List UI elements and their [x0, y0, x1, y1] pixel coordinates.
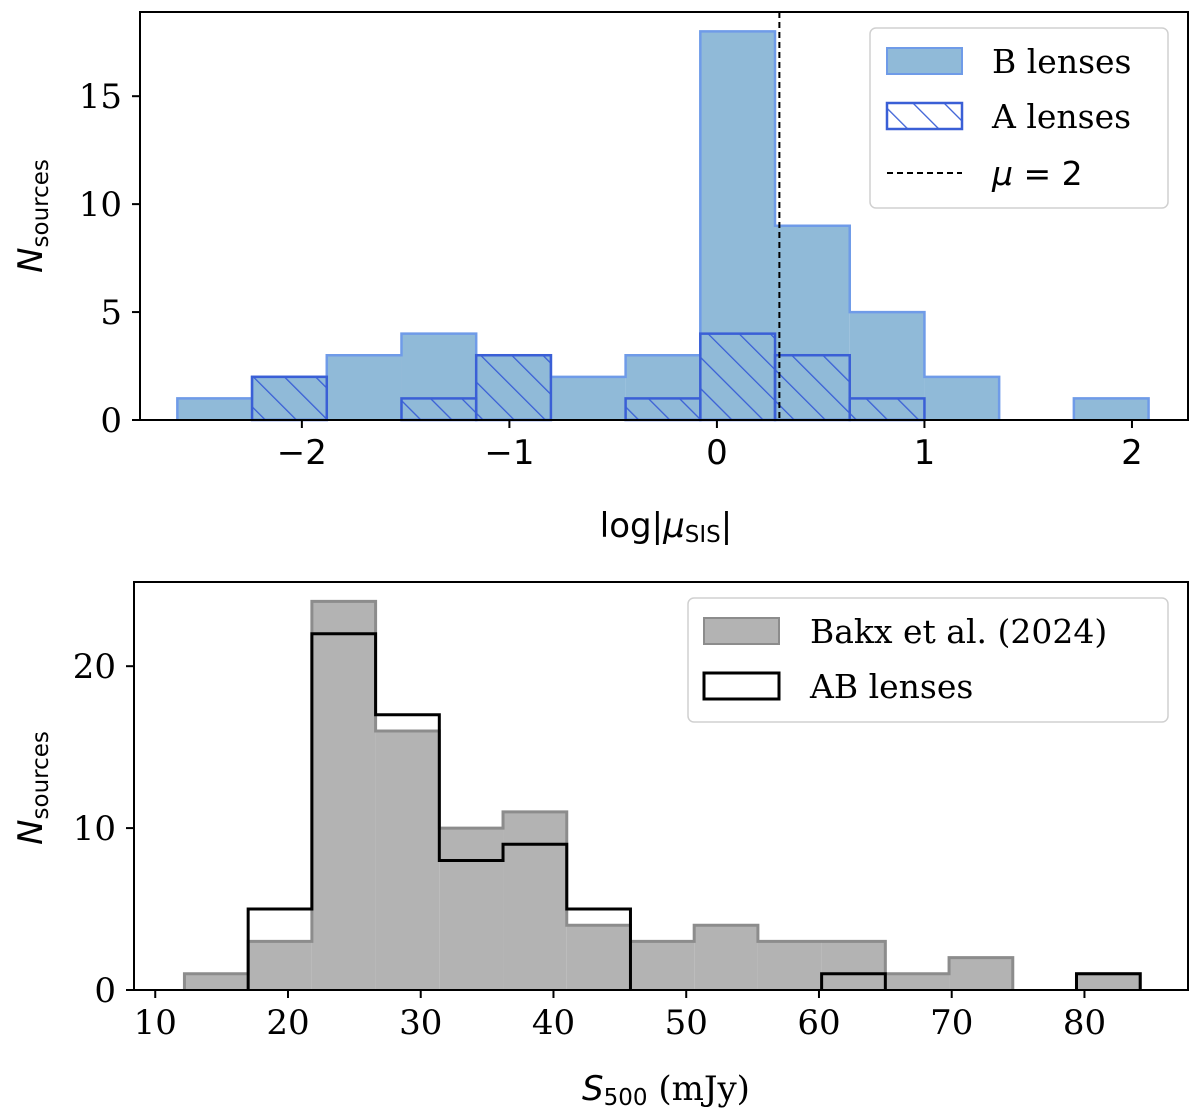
top-y-axis-label: Nsources	[11, 159, 54, 273]
y-tick-label: 15	[79, 77, 122, 117]
y-tick-label: 20	[73, 647, 116, 687]
x-tick-label: 70	[930, 1003, 973, 1043]
bakx-bar	[757, 941, 822, 990]
bottom-histogram-panel: 10 20 30 40 50 60 70 80 0 10 20 S500 (mJy) Nsourc…	[11, 581, 1189, 1111]
bakx-bar	[248, 941, 312, 990]
x-tick-label: −2	[277, 433, 327, 473]
top-x-axis-label: log|μSIS|	[600, 506, 732, 548]
x-tick-label: 50	[665, 1003, 708, 1043]
x-tick-label: 1	[914, 433, 936, 473]
bakx-bar	[439, 828, 504, 990]
b-lenses-bar	[1073, 398, 1149, 420]
bakx-bar	[566, 925, 631, 990]
b-lenses-bar	[924, 376, 1000, 420]
legend-label-a-lenses: A lenses	[991, 97, 1131, 136]
bottom-x-axis-label: S500 (mJy)	[582, 1069, 750, 1111]
legend-swatch-bakx	[703, 617, 780, 645]
bottom-y-ticks: 0 10 20	[73, 647, 134, 1011]
a-lenses-bar	[699, 332, 777, 422]
top-axes-frame	[139, 11, 1189, 421]
y-tick-label: 5	[100, 293, 122, 333]
x-tick-label: −1	[484, 433, 534, 473]
legend-label-bakx: Bakx et al. (2024)	[810, 612, 1107, 651]
bottom-x-ticks: 10 20 30 40 50 60 70 80	[134, 990, 1106, 1043]
legend-swatch-b-lenses	[886, 47, 963, 75]
bottom-y-axis-label: Nsources	[11, 731, 54, 845]
bakx-bar	[885, 973, 950, 990]
bakx-bar	[184, 973, 249, 990]
y-tick-label: 0	[100, 401, 122, 441]
b-lenses-bar	[326, 355, 402, 420]
top-legend: B lenses A lenses μ = 2	[869, 27, 1169, 209]
a-lenses-bar	[773, 353, 851, 422]
a-lenses-bar	[250, 375, 329, 422]
x-tick-label: 60	[797, 1003, 840, 1043]
x-tick-label: 0	[706, 433, 728, 473]
legend-label-mu-line: μ = 2	[991, 154, 1083, 193]
bakx-2024-bars	[182, 599, 1142, 990]
x-tick-label: 40	[532, 1003, 575, 1043]
a-lenses-bar	[848, 397, 926, 422]
legend-label-ab-lenses: AB lenses	[809, 667, 973, 706]
bottom-legend-box	[687, 597, 1169, 723]
ab-lenses-step-outline	[246, 632, 1142, 990]
a-lenses-bar	[474, 353, 553, 422]
legend-swatch-a-lenses	[885, 101, 964, 131]
bakx-bar	[503, 811, 567, 990]
bottom-axes-frame	[133, 581, 1189, 991]
y-tick-label: 10	[73, 809, 116, 849]
bakx-bar	[630, 941, 695, 990]
bakx-bar	[311, 601, 376, 990]
a-lenses-bar	[624, 397, 702, 422]
bakx-bar	[375, 730, 440, 990]
b-lenses-bar	[550, 376, 626, 420]
x-tick-label: 20	[266, 1003, 309, 1043]
x-tick-label: 80	[1063, 1003, 1106, 1043]
top-y-ticks: 0 5 10 15	[79, 77, 140, 441]
b-lenses-bar	[177, 398, 253, 420]
y-tick-label: 10	[79, 185, 122, 225]
bottom-legend: Bakx et al. (2024) AB lenses	[687, 597, 1169, 723]
legend-label-b-lenses: B lenses	[992, 42, 1131, 81]
bakx-bar	[821, 941, 886, 990]
top-x-ticks: −2 −1 0 1 2	[277, 420, 1143, 473]
top-histogram-panel: −2 −1 0 1 2 0 5 10 15 log|μSIS| Nsources B lens…	[11, 11, 1189, 548]
bakx-bar	[1076, 973, 1141, 990]
bakx-bar	[949, 957, 1013, 990]
y-tick-label: 0	[94, 971, 116, 1011]
a-lenses-bar	[400, 397, 478, 422]
bakx-bar	[694, 925, 758, 990]
x-tick-label: 2	[1121, 433, 1143, 473]
legend-swatch-ab-lenses	[702, 671, 781, 701]
x-tick-label: 10	[134, 1003, 177, 1043]
x-tick-label: 30	[399, 1003, 442, 1043]
